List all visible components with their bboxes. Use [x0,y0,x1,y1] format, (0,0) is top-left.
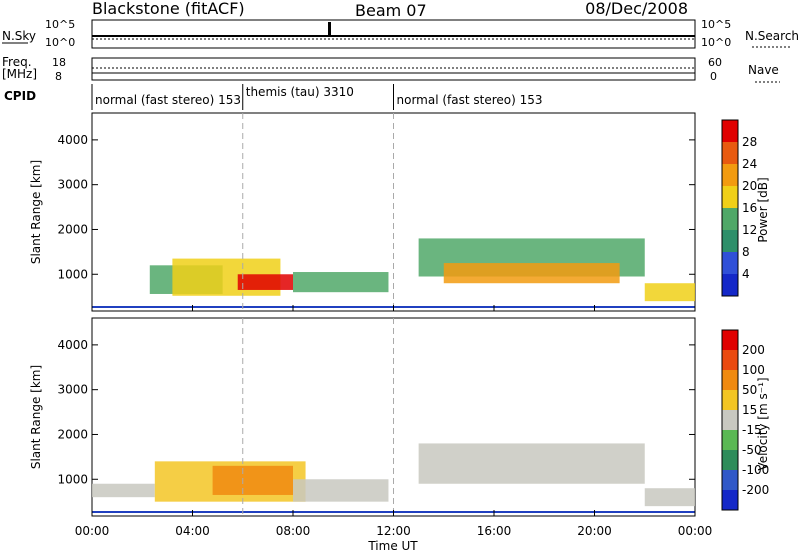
beam-label: Beam 07 [355,1,427,20]
cpid-label: CPID [4,89,36,103]
y-tick-label: 1000 [57,472,88,486]
power-colorbar-tick: 20 [742,179,757,193]
colorbar-swatch [722,274,738,296]
cpid-row: CPID normal (fast stereo) 153 themis (tau… [4,84,543,110]
colorbar-swatch [722,208,738,230]
velocity-colorbar-label: Velocity [m s⁻¹] [756,377,770,470]
nave-label: Nave [748,63,779,77]
colorbar-swatch [722,430,738,450]
colorbar-swatch [722,450,738,470]
heatmap-region [293,479,389,502]
colorbar-swatch [722,350,738,370]
colorbar-swatch [722,390,738,410]
x-tick-label: 04:00 [175,524,210,538]
velocity-colorbar-tick: 15 [742,403,757,417]
freq-tick-top: 18 [52,56,66,69]
colorbar-swatch [722,230,738,252]
power-colorbar-tick: 12 [742,223,757,237]
velocity-colorbar-tick: -50 [742,443,762,457]
power-colorbar-tick: 16 [742,201,757,215]
x-tick-label: 00:00 [678,524,713,538]
velocity-colorbar: 200 100 50 15 -15 -50 -100 -200 [721,329,769,511]
power-colorbar-tick: 8 [742,245,750,259]
nsky-label: N.Sky [2,29,36,43]
power-colorbar-label: Power [dB] [756,177,770,242]
y-tick-label: 2000 [57,427,88,441]
velocity-colorbar-tick: -100 [742,463,769,477]
colorbar-swatch [722,164,738,186]
date-label: 08/Dec/2008 [585,0,688,18]
nsearch-label: N.Search [745,29,799,43]
cpid-segment-label: normal (fast stereo) 153 [95,93,241,107]
nave-tick-bottom: 0 [710,70,717,83]
power-colorbar-tick: 28 [742,135,757,149]
freq-strip: Freq. [MHz] 18 8 60 0 Nave [2,55,780,83]
heatmap-region [443,263,620,284]
power-colorbar: 4 8 12 16 20 24 28 [721,119,757,297]
y-tick-label: 2000 [57,222,88,236]
colorbar-frame [721,119,739,297]
station-title: Blackstone (fitACF) [92,0,245,18]
colorbar-swatch [722,142,738,164]
nsearch-tick-bottom: 10^0 [701,36,731,49]
cpid-segment-label: normal (fast stereo) 153 [397,93,543,107]
velocity-panel: 1000 2000 3000 4000 Slant Range [km] [29,317,696,517]
velocity-colorbar-tick: 200 [742,343,765,357]
heatmap-region [293,272,389,293]
heatmap-region [644,488,695,507]
velocity-colorbar-tick: 100 [742,363,765,377]
colorbar-swatch [722,490,738,510]
colorbar-swatch [722,410,738,430]
power-colorbar-tick: 24 [742,157,757,171]
velocity-colorbar-tick: 50 [742,383,757,397]
nsearch-tick-top: 10^5 [701,18,731,31]
heatmap-region [644,283,695,302]
y-tick-label: 4000 [57,133,88,147]
velocity-y-label: Slant Range [km] [29,365,43,469]
power-y-label: Slant Range [km] [29,160,43,264]
power-colorbar-tick: 4 [742,267,750,281]
x-tick-label: 00:00 [75,524,110,538]
nsky-tick-bottom: 10^0 [45,36,75,49]
nave-tick-top: 60 [708,56,722,69]
nsky-strip: N.Sky 10^5 10^0 10^5 10^0 N.Search [2,18,799,49]
x-axis-label: Time UT [367,539,418,553]
freq-unit: [MHz] [2,67,37,81]
y-tick-label: 3000 [57,178,88,192]
y-tick-label: 4000 [57,338,88,352]
heatmap-region [418,443,645,484]
nsky-tick-top: 10^5 [45,18,75,31]
heatmap-region [212,465,293,495]
cpid-segment-label: themis (tau) 3310 [246,85,354,99]
colorbar-swatch [722,470,738,490]
y-tick-label: 3000 [57,383,88,397]
colorbar-swatch [722,186,738,208]
freq-label: Freq. [2,55,32,69]
x-tick-label: 20:00 [577,524,612,538]
x-tick-label: 16:00 [477,524,512,538]
colorbar-swatch [722,252,738,274]
power-panel: 1000 2000 3000 4000 Slant Range [km] [29,112,696,312]
x-tick-label: 08:00 [276,524,311,538]
colorbar-frame [721,329,739,511]
velocity-colorbar-tick: -200 [742,483,769,497]
heatmap-region [92,483,155,498]
colorbar-swatch [722,370,738,390]
heatmap-region [237,274,293,290]
colorbar-swatch [722,120,738,142]
colorbar-swatch [722,330,738,350]
x-tick-label: 12:00 [376,524,411,538]
y-tick-label: 1000 [57,267,88,281]
velocity-colorbar-tick: -15 [742,423,762,437]
freq-tick-bottom: 8 [55,70,62,83]
